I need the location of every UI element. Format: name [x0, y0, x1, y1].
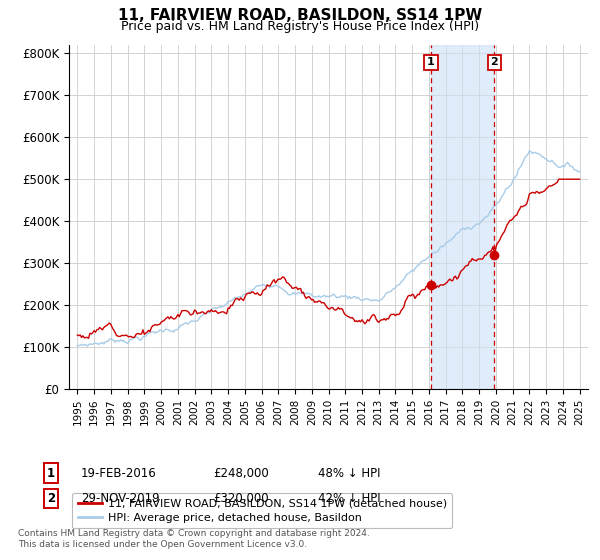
Text: 1: 1 [427, 58, 435, 67]
Text: 11, FAIRVIEW ROAD, BASILDON, SS14 1PW: 11, FAIRVIEW ROAD, BASILDON, SS14 1PW [118, 8, 482, 24]
Text: 2: 2 [47, 492, 55, 505]
Text: 42% ↓ HPI: 42% ↓ HPI [318, 492, 380, 505]
Text: 48% ↓ HPI: 48% ↓ HPI [318, 466, 380, 480]
Legend: 11, FAIRVIEW ROAD, BASILDON, SS14 1PW (detached house), HPI: Average price, deta: 11, FAIRVIEW ROAD, BASILDON, SS14 1PW (d… [72, 493, 452, 529]
Bar [431, 45, 494, 389]
Text: 1: 1 [47, 466, 55, 480]
Text: 19-FEB-2016: 19-FEB-2016 [81, 466, 157, 480]
Text: £320,000: £320,000 [213, 492, 269, 505]
Text: Price paid vs. HM Land Registry's House Price Index (HPI): Price paid vs. HM Land Registry's House … [121, 20, 479, 32]
Text: Contains HM Land Registry data © Crown copyright and database right 2024.
This d: Contains HM Land Registry data © Crown c… [18, 529, 370, 549]
Text: 2: 2 [491, 58, 498, 67]
Text: 29-NOV-2019: 29-NOV-2019 [81, 492, 160, 505]
Text: £248,000: £248,000 [213, 466, 269, 480]
